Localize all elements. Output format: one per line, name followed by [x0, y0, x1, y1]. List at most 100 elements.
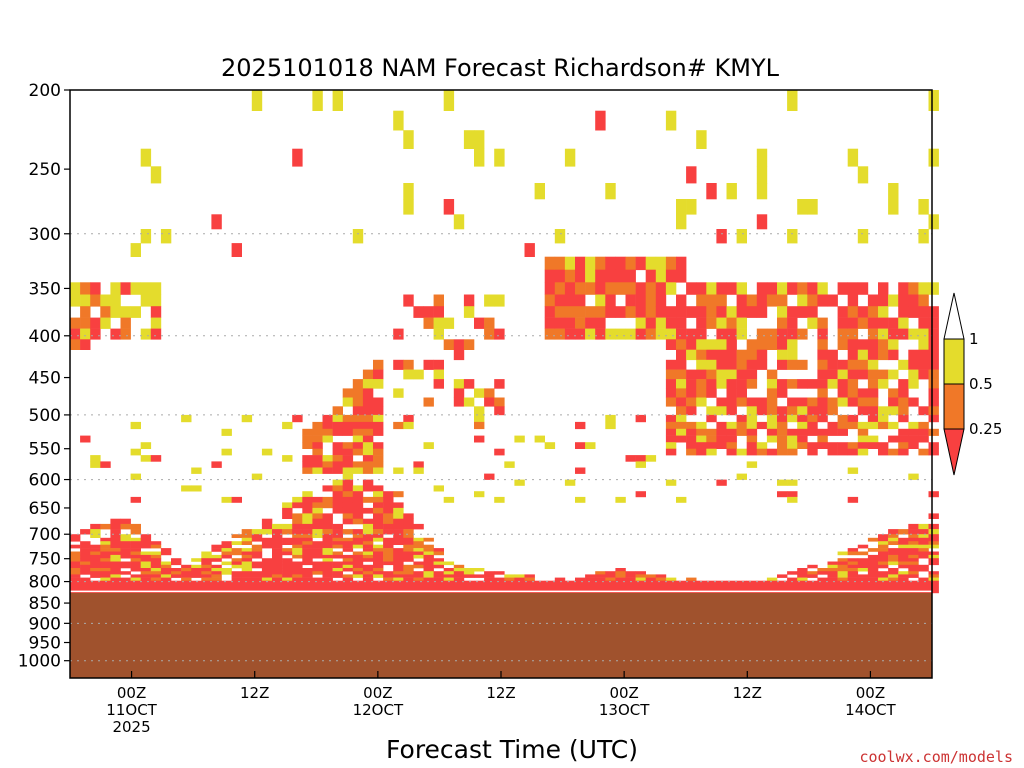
heatmap-cell: [918, 548, 929, 552]
heatmap-cell: [696, 435, 707, 443]
heatmap-cell: [615, 306, 626, 318]
heatmap-cell: [736, 317, 747, 329]
heatmap-cell: [292, 544, 303, 549]
heatmap-cell: [756, 148, 768, 167]
heatmap-cell: [918, 537, 929, 542]
heatmap-cell: [383, 574, 394, 578]
heatmap-cell: [686, 379, 697, 389]
heatmap-cell: [433, 485, 444, 492]
heatmap-cell: [110, 551, 121, 556]
heatmap-cell: [908, 561, 919, 566]
heatmap-cell: [261, 544, 273, 549]
heatmap-cell: [595, 256, 606, 271]
heatmap-cell: [787, 479, 798, 486]
heatmap-cell: [736, 349, 747, 361]
heatmap-cell: [807, 306, 818, 318]
heatmap-cell: [282, 577, 293, 581]
y-tick-label: 850: [29, 594, 61, 614]
heatmap-cell: [443, 574, 455, 578]
heatmap-cell: [312, 551, 323, 556]
heatmap-cell: [494, 328, 505, 340]
heatmap-cell: [605, 577, 616, 581]
heatmap-cell: [827, 349, 838, 361]
y-tick-label: 350: [29, 279, 61, 299]
y-tick-label: 300: [29, 225, 61, 245]
heatmap-cell: [847, 577, 859, 581]
heatmap-cell: [302, 544, 313, 549]
heatmap-cell: [797, 379, 808, 389]
heatmap-cell: [383, 502, 394, 509]
heatmap-cell: [534, 183, 545, 200]
heatmap-cell: [918, 359, 929, 370]
heatmap-cell: [665, 421, 677, 430]
heatmap-cell: [110, 523, 121, 530]
heatmap-cell: [595, 294, 606, 307]
heatmap-cell: [696, 359, 707, 370]
heatmap-cell: [898, 328, 909, 340]
heatmap-cell: [241, 577, 253, 581]
heatmap-cell: [847, 568, 859, 572]
heatmap-cell: [807, 574, 818, 578]
heatmap-cell: [888, 349, 899, 361]
heatmap-cell: [130, 561, 141, 566]
heatmap-cell: [373, 428, 384, 436]
heatmap-cell: [676, 317, 687, 329]
heatmap-cell: [342, 574, 354, 578]
heatmap-cell: [393, 529, 404, 535]
heatmap-cell: [746, 379, 758, 389]
heatmap-cell: [746, 397, 758, 407]
heatmap-cell: [362, 537, 374, 542]
heatmap-cell: [625, 328, 636, 340]
heatmap-cell: [827, 397, 838, 407]
heatmap-cell: [160, 564, 172, 569]
heatmap-cell: [524, 243, 535, 257]
heatmap-cell: [867, 554, 879, 559]
heatmap-cell: [302, 548, 313, 552]
heatmap-cell: [918, 541, 929, 545]
heatmap-cell: [443, 199, 455, 215]
heatmap-cell: [605, 571, 616, 575]
heatmap-cell: [140, 544, 152, 549]
heatmap-cell: [888, 548, 899, 552]
heatmap-cell: [171, 568, 182, 572]
heatmap-cell: [342, 428, 354, 436]
heatmap-cell: [888, 406, 899, 416]
heatmap-cell: [100, 544, 111, 549]
heatmap-cell: [181, 485, 192, 492]
heatmap-cell: [867, 421, 879, 430]
heatmap-cell: [807, 379, 818, 389]
heatmap-cell: [413, 551, 424, 556]
heatmap-cell: [888, 317, 899, 329]
heatmap-cell: [342, 388, 354, 398]
heatmap-cell: [261, 541, 273, 545]
heatmap-cell: [373, 571, 384, 575]
heatmap-cell: [867, 349, 879, 361]
heatmap-cell: [595, 269, 606, 283]
heatmap-cell: [120, 564, 131, 569]
heatmap-cell: [716, 339, 727, 350]
heatmap-cell: [817, 369, 828, 380]
heatmap-cell: [817, 428, 828, 436]
heatmap-cell: [443, 561, 455, 566]
heatmap-cell: [494, 496, 505, 503]
heatmap-cell: [928, 414, 939, 423]
heatmap-cell: [160, 568, 172, 572]
heatmap-cell: [554, 317, 566, 329]
heatmap-cell: [867, 339, 879, 350]
heatmap-cell: [312, 548, 323, 552]
heatmap-cell: [837, 359, 848, 370]
heatmap-cell: [756, 406, 768, 416]
heatmap-cell: [332, 523, 343, 530]
heatmap-cell: [140, 564, 152, 569]
heatmap-cell: [282, 513, 293, 519]
heatmap-cell: [726, 448, 737, 456]
heatmap-cell: [665, 339, 677, 350]
heatmap-cell: [787, 306, 798, 318]
heatmap-cell: [867, 406, 879, 416]
heatmap-cell: [423, 571, 434, 575]
heatmap-cell: [756, 183, 768, 200]
heatmap-cell: [352, 496, 364, 503]
heatmap-cell: [251, 90, 263, 111]
heatmap-cell: [140, 541, 152, 545]
heatmap-cell: [362, 496, 374, 503]
